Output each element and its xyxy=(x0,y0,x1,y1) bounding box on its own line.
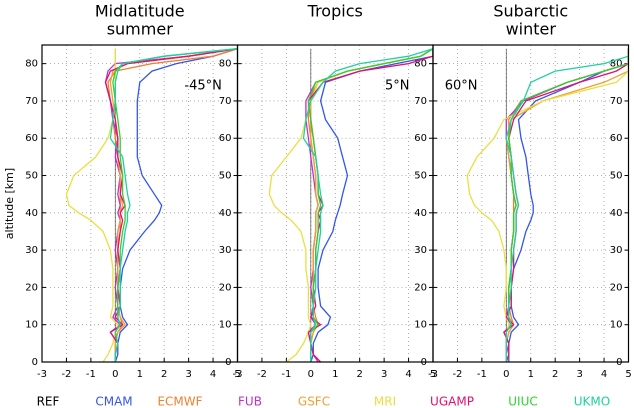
profile-line xyxy=(466,48,629,362)
x-tick-label: 2 xyxy=(161,369,167,380)
x-tick-label: 5 xyxy=(234,369,240,380)
profile-line xyxy=(302,48,433,362)
annotation: 5°N xyxy=(385,79,410,94)
y-tick-label: 80 xyxy=(25,59,38,70)
y-tick-label: 80 xyxy=(610,59,623,70)
y-tick-label: 70 xyxy=(610,96,623,107)
y-tick-label: 20 xyxy=(414,282,427,293)
y-tick-label: 0 xyxy=(32,357,38,368)
x-tick-label: 2 xyxy=(357,369,363,380)
panel-title: summer xyxy=(107,20,173,39)
legend-entry: MRI xyxy=(374,395,396,408)
x-tick-label: -2 xyxy=(257,369,267,380)
y-tick-label: 30 xyxy=(610,245,623,256)
profile-line xyxy=(114,48,238,362)
y-tick-label: 30 xyxy=(414,245,427,256)
x-tick-label: -3 xyxy=(233,369,243,380)
x-tick-label: 4 xyxy=(405,369,411,380)
profile-line xyxy=(505,48,629,362)
x-tick-label: 0 xyxy=(308,369,314,380)
x-tick-label: 4 xyxy=(601,369,607,380)
x-tick-label: 1 xyxy=(332,369,338,380)
legend-entry: UKMO xyxy=(574,395,610,408)
profile-line xyxy=(109,48,238,362)
y-tick-label: 10 xyxy=(610,320,623,331)
y-tick-label: 60 xyxy=(25,133,38,144)
y-tick-label: 70 xyxy=(414,96,427,107)
panel-title: winter xyxy=(506,20,557,39)
y-tick-label: 40 xyxy=(610,208,623,219)
plot-area xyxy=(268,48,433,362)
x-tick-label: 0 xyxy=(503,369,509,380)
x-tick-label: 4 xyxy=(210,369,216,380)
x-tick-label: -1 xyxy=(86,369,96,380)
y-tick-label: 50 xyxy=(414,171,427,182)
y-tick-label: 30 xyxy=(25,245,38,256)
y-tick-label: 50 xyxy=(25,171,38,182)
y-tick-label: 10 xyxy=(25,320,38,331)
y-tick-label: 60 xyxy=(219,133,232,144)
panel-title: Subarctic xyxy=(493,2,568,21)
y-tick-label: 20 xyxy=(219,282,232,293)
y-axis-label: altitude [km] xyxy=(3,168,16,239)
y-tick-label: 60 xyxy=(610,133,623,144)
annotation: -45°N xyxy=(184,79,221,94)
x-tick-label: 5 xyxy=(430,369,436,380)
y-tick-label: 30 xyxy=(219,245,232,256)
y-tick-label: 50 xyxy=(610,171,623,182)
y-tick-label: 40 xyxy=(414,208,427,219)
x-tick-label: 5 xyxy=(625,369,631,380)
y-tick-label: 50 xyxy=(219,171,232,182)
legend-entry: UIUC xyxy=(508,395,537,408)
y-tick-label: 20 xyxy=(610,282,623,293)
profile-line xyxy=(268,48,433,362)
x-tick-label: 1 xyxy=(137,369,143,380)
panel-title: Tropics xyxy=(307,2,363,21)
legend-entry: REF xyxy=(37,395,60,408)
x-tick-label: -2 xyxy=(452,369,462,380)
x-tick-label: 1 xyxy=(528,369,534,380)
y-tick-label: 80 xyxy=(414,59,427,70)
x-tick-label: -1 xyxy=(477,369,487,380)
y-tick-label: 10 xyxy=(414,320,427,331)
x-tick-label: 3 xyxy=(185,369,191,380)
plot-area xyxy=(65,48,238,362)
x-tick-label: -3 xyxy=(37,369,47,380)
panel-title: Midlatitude xyxy=(95,2,185,21)
x-tick-label: -2 xyxy=(61,369,71,380)
y-tick-label: 70 xyxy=(25,96,38,107)
y-tick-label: 10 xyxy=(219,320,232,331)
legend-entry: GSFC xyxy=(298,395,330,408)
x-tick-label: 0 xyxy=(112,369,118,380)
y-tick-label: 60 xyxy=(414,133,427,144)
y-tick-label: 40 xyxy=(219,208,232,219)
legend-entry: FUB xyxy=(238,395,262,408)
panel-frame xyxy=(432,44,630,363)
y-tick-label: 70 xyxy=(219,96,232,107)
legend-entry: ECMWF xyxy=(157,395,202,408)
x-tick-label: -3 xyxy=(428,369,438,380)
x-tick-label: 3 xyxy=(381,369,387,380)
plot-area xyxy=(466,48,629,362)
y-tick-label: 40 xyxy=(25,208,38,219)
y-tick-label: 80 xyxy=(219,59,232,70)
legend-entry: UGAMP xyxy=(430,395,474,408)
profile-line xyxy=(310,48,433,362)
profile-line xyxy=(104,48,238,362)
x-tick-label: -1 xyxy=(281,369,291,380)
profile-line xyxy=(307,48,433,362)
annotation: 60°N xyxy=(445,79,478,94)
x-tick-label: 2 xyxy=(552,369,558,380)
legend-entry: CMAM xyxy=(95,395,132,408)
x-tick-label: 3 xyxy=(576,369,582,380)
y-tick-label: 20 xyxy=(25,282,38,293)
